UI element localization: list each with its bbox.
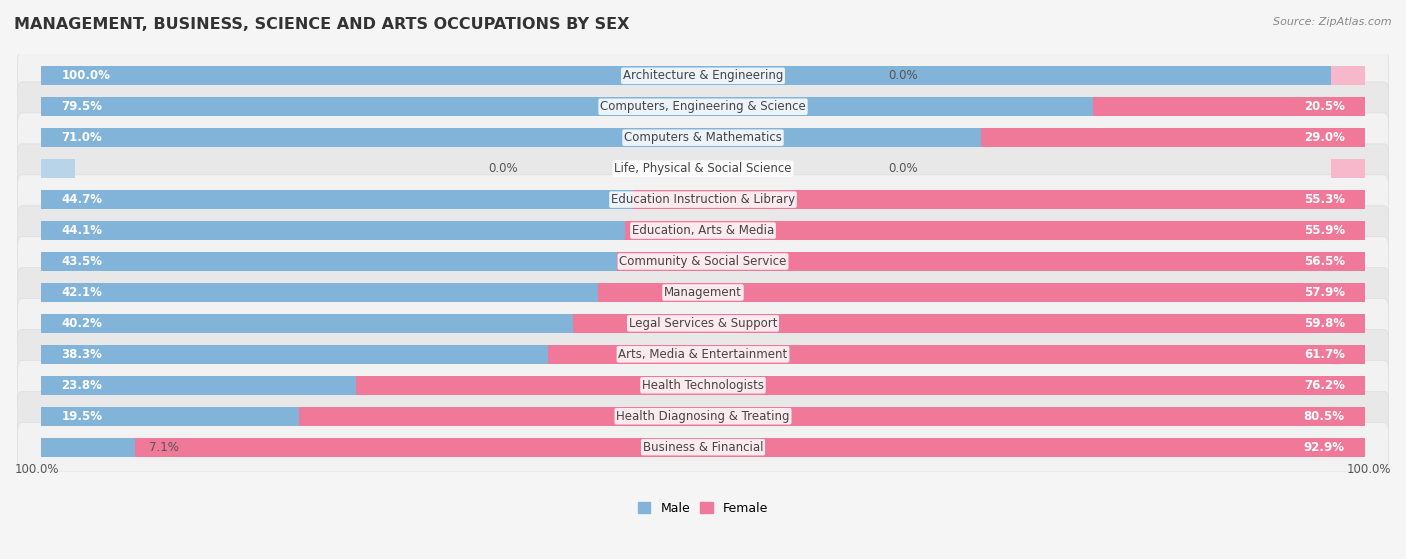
Text: 20.5%: 20.5% [1303,100,1344,113]
Text: Computers, Engineering & Science: Computers, Engineering & Science [600,100,806,113]
Legend: Male, Female: Male, Female [633,497,773,520]
Bar [548,345,1365,364]
Text: 55.3%: 55.3% [1303,193,1344,206]
Bar [1331,159,1365,178]
Bar [41,376,356,395]
FancyBboxPatch shape [18,236,1388,286]
FancyBboxPatch shape [18,175,1388,224]
Text: 7.1%: 7.1% [149,440,179,454]
FancyBboxPatch shape [18,361,1388,410]
Bar [356,376,1365,395]
Bar [574,314,1365,333]
Bar [41,345,548,364]
Text: 44.7%: 44.7% [62,193,103,206]
Text: 100.0%: 100.0% [15,463,59,476]
Bar [299,406,1365,426]
Bar [41,190,633,209]
FancyBboxPatch shape [18,206,1388,255]
Text: 61.7%: 61.7% [1303,348,1344,361]
Text: Community & Social Service: Community & Social Service [619,255,787,268]
Bar [1094,97,1365,116]
FancyBboxPatch shape [18,299,1388,348]
Text: 56.5%: 56.5% [1303,255,1344,268]
Text: 0.0%: 0.0% [889,69,918,82]
Text: 0.0%: 0.0% [889,162,918,175]
Text: Management: Management [664,286,742,299]
Bar [41,438,135,457]
Text: 19.5%: 19.5% [62,410,103,423]
Bar [41,314,574,333]
Text: Education Instruction & Library: Education Instruction & Library [612,193,794,206]
Bar [41,159,75,178]
Text: 57.9%: 57.9% [1303,286,1344,299]
Text: Legal Services & Support: Legal Services & Support [628,317,778,330]
Text: 38.3%: 38.3% [62,348,103,361]
Text: 71.0%: 71.0% [62,131,103,144]
Text: 92.9%: 92.9% [1303,440,1344,454]
Text: MANAGEMENT, BUSINESS, SCIENCE AND ARTS OCCUPATIONS BY SEX: MANAGEMENT, BUSINESS, SCIENCE AND ARTS O… [14,17,630,32]
Text: Education, Arts & Media: Education, Arts & Media [631,224,775,237]
FancyBboxPatch shape [18,391,1388,441]
Text: Health Technologists: Health Technologists [643,379,763,392]
Text: 40.2%: 40.2% [62,317,103,330]
Text: 43.5%: 43.5% [62,255,103,268]
Text: Arts, Media & Entertainment: Arts, Media & Entertainment [619,348,787,361]
Text: 76.2%: 76.2% [1303,379,1344,392]
Text: Health Diagnosing & Treating: Health Diagnosing & Treating [616,410,790,423]
Text: 44.1%: 44.1% [62,224,103,237]
Text: 42.1%: 42.1% [62,286,103,299]
Text: Architecture & Engineering: Architecture & Engineering [623,69,783,82]
Bar [41,283,599,302]
FancyBboxPatch shape [18,144,1388,193]
Bar [41,97,1094,116]
FancyBboxPatch shape [18,330,1388,379]
Bar [617,252,1365,271]
FancyBboxPatch shape [18,51,1388,101]
Text: 59.8%: 59.8% [1303,317,1344,330]
FancyBboxPatch shape [18,423,1388,472]
Bar [633,190,1365,209]
Text: 0.0%: 0.0% [488,162,517,175]
Text: Life, Physical & Social Science: Life, Physical & Social Science [614,162,792,175]
Bar [41,252,617,271]
Text: 100.0%: 100.0% [1347,463,1391,476]
Bar [41,221,624,240]
FancyBboxPatch shape [18,82,1388,131]
Text: 80.5%: 80.5% [1303,410,1344,423]
FancyBboxPatch shape [18,113,1388,163]
Text: Source: ZipAtlas.com: Source: ZipAtlas.com [1274,17,1392,27]
Text: 23.8%: 23.8% [62,379,103,392]
Bar [981,128,1365,147]
Bar [599,283,1365,302]
Bar [135,438,1365,457]
Text: 100.0%: 100.0% [62,69,110,82]
Text: Computers & Mathematics: Computers & Mathematics [624,131,782,144]
Text: 79.5%: 79.5% [62,100,103,113]
Text: Business & Financial: Business & Financial [643,440,763,454]
Bar [41,406,299,426]
Bar [41,128,981,147]
Text: 29.0%: 29.0% [1303,131,1344,144]
Text: 55.9%: 55.9% [1303,224,1344,237]
Bar [624,221,1365,240]
FancyBboxPatch shape [18,268,1388,317]
Bar [41,66,1365,86]
Bar [1331,66,1365,86]
